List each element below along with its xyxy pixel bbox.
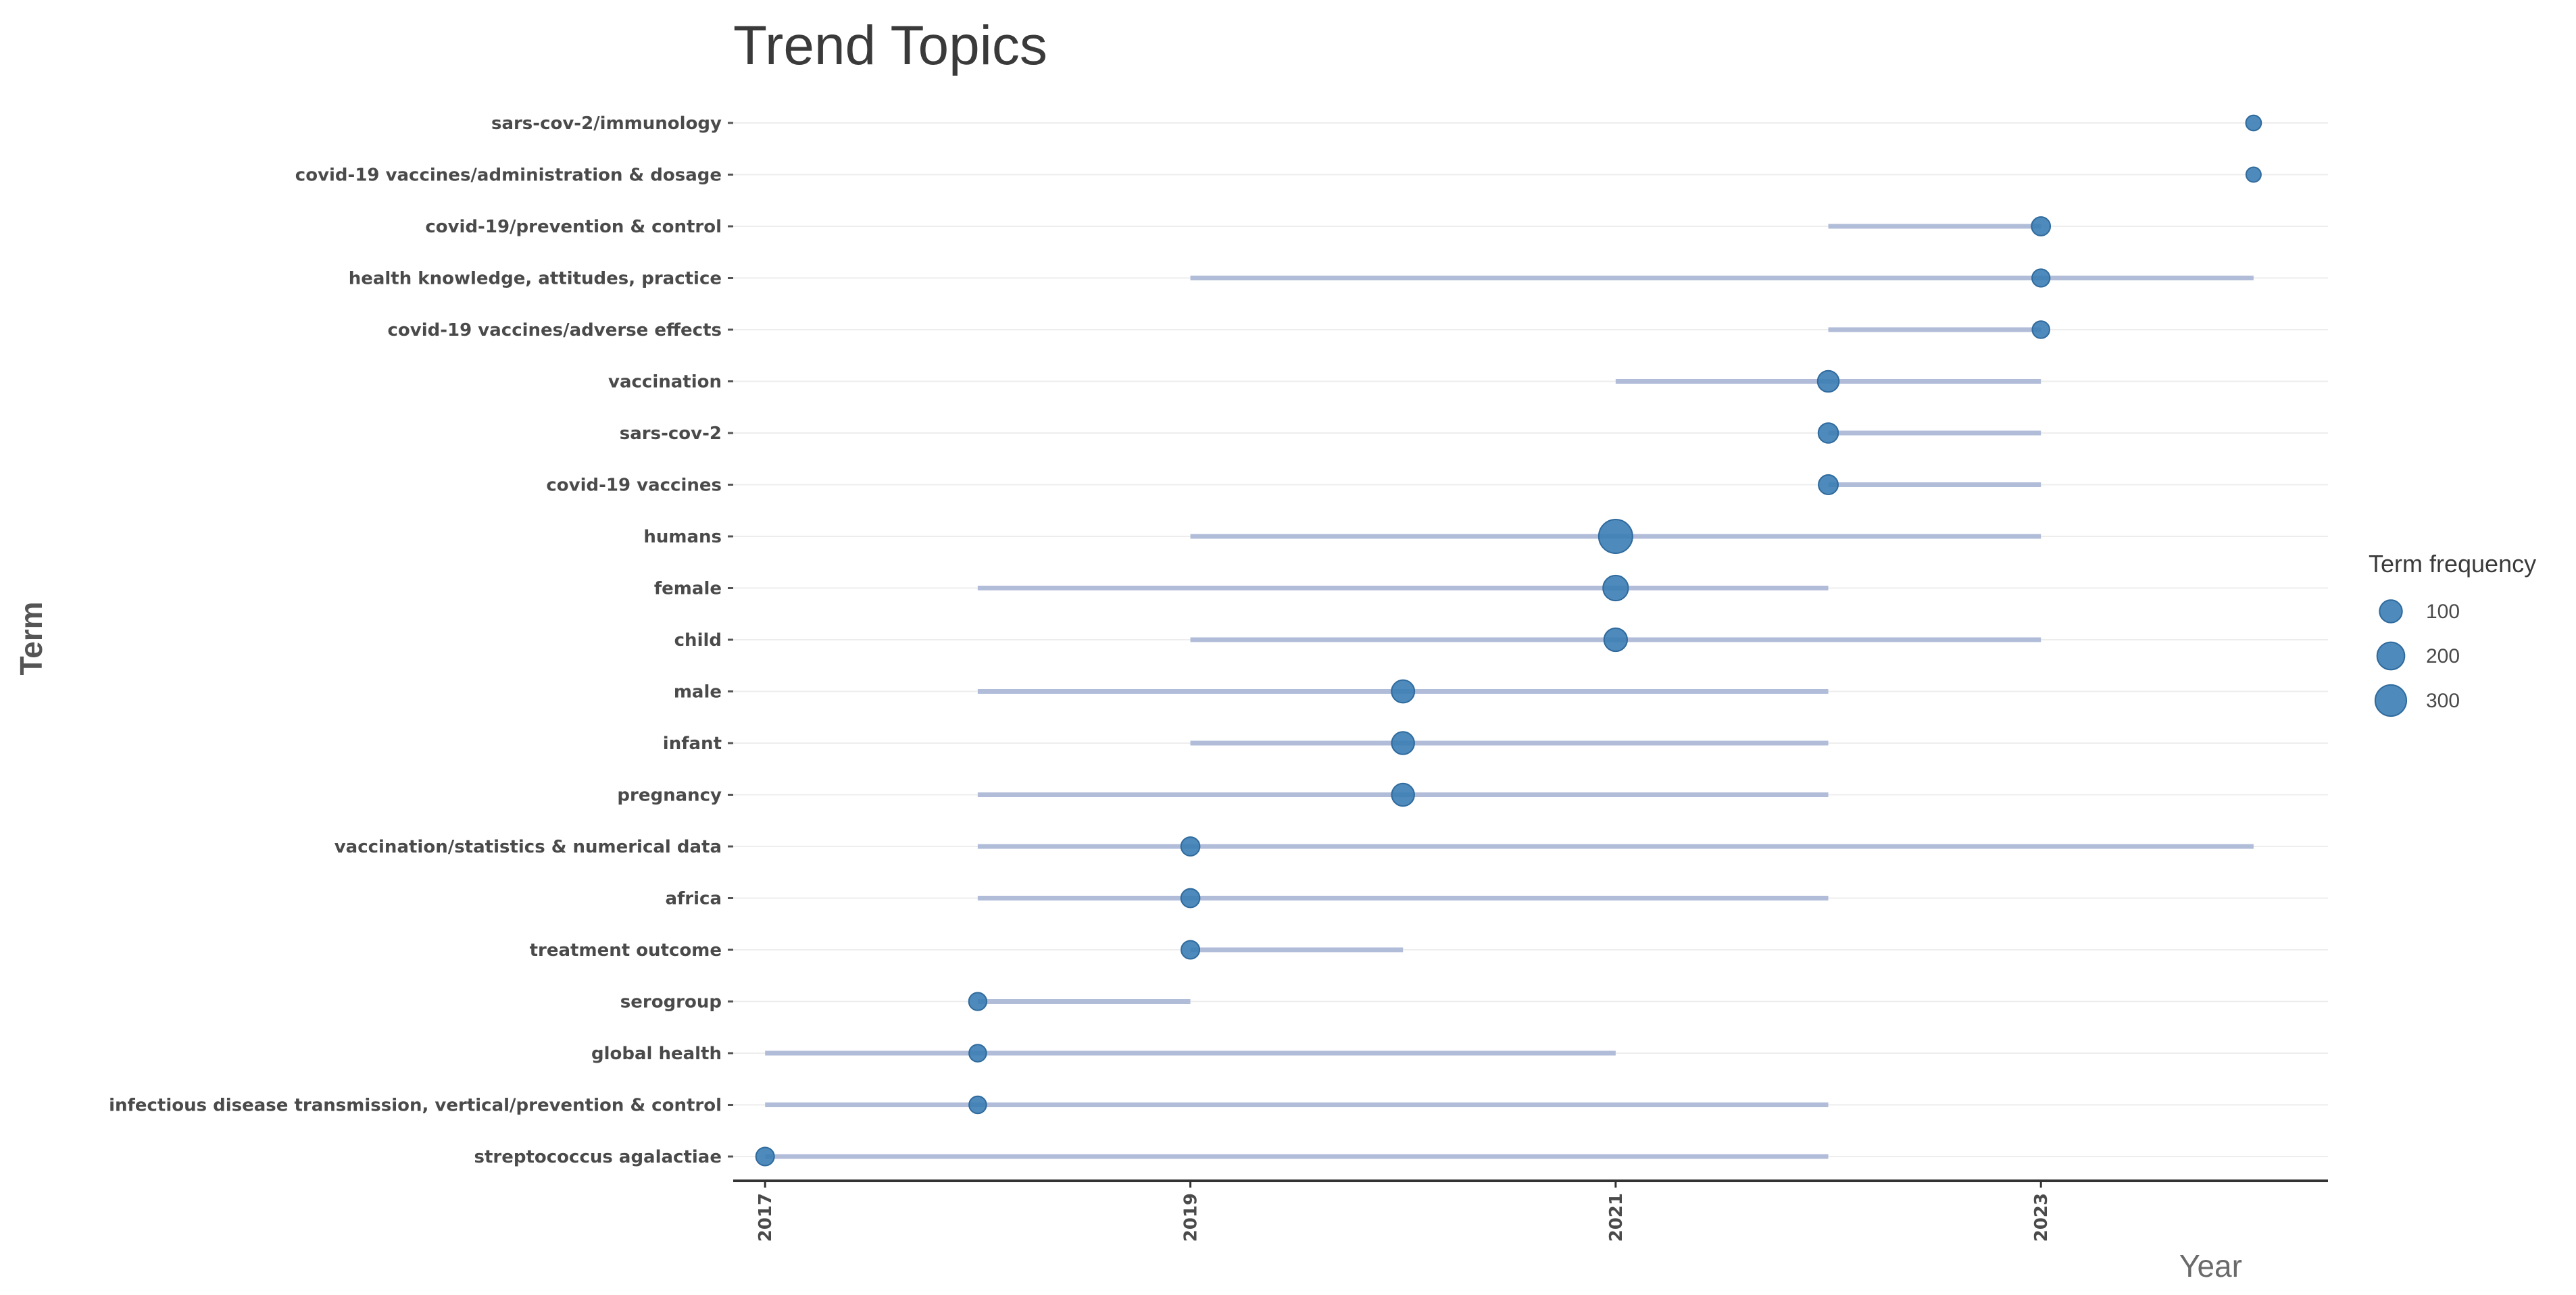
term-label: vaccination/statistics & numerical data [335,837,722,857]
x-tick-label: 2023 [2031,1193,2052,1242]
term-label: covid-19 vaccines [546,476,722,496]
term-point [1391,782,1415,807]
term-label: humans [643,527,722,547]
legend-title: Term frequency [2369,550,2536,578]
term-point [1816,370,1840,393]
term-point [1181,940,1201,960]
term-label: treatment outcome [530,940,722,961]
term-point [968,992,988,1011]
term-point [1180,888,1201,909]
term-label: covid-19 vaccines/administration & dosag… [295,166,722,186]
term-point [1391,679,1416,704]
legend-label: 100 [2426,601,2460,623]
term-point [968,1095,987,1115]
chart-title: Trend Topics [733,15,1047,76]
term-point [2245,166,2262,183]
term-label: covid-19 vaccines/adverse effects [388,320,722,340]
term-point [1603,627,1629,653]
term-point [1818,474,1839,495]
term-label: female [654,579,722,599]
legend-label: 300 [2426,690,2460,712]
term-point [968,1044,987,1063]
legend-swatch [2376,641,2406,671]
term-label: infant [663,734,722,754]
term-point [2031,268,2051,288]
term-label: vaccination [608,372,722,392]
term-label: serogroup [620,992,722,1013]
term-point [1817,422,1839,444]
term-point [1597,519,1633,554]
term-label: health knowledge, attitudes, practice [349,269,722,289]
term-label: streptococcus agalactiae [474,1147,722,1167]
x-axis-ticks: 2017 2019 2021 2023 [756,1181,2052,1242]
legend-label: 200 [2426,645,2460,667]
term-point [2031,320,2050,339]
term-label: sars-cov-2 [620,424,722,444]
term-label: infectious disease transmission, vertica… [109,1096,722,1116]
legend-entries: 100 200 300 [2374,599,2460,717]
term-label: pregnancy [617,786,722,806]
term-label: child [674,630,722,651]
x-tick-label: 2017 [756,1193,776,1242]
x-axis-title: Year [2179,1248,2242,1284]
x-tick-label: 2019 [1181,1193,1202,1242]
term-point [2245,114,2262,132]
term-label: africa [665,889,722,909]
term-point [755,1146,775,1167]
legend-swatch [2379,599,2403,624]
term-point [1391,731,1415,755]
term-points [755,114,2262,1167]
term-label: global health [591,1044,722,1064]
term-point [2031,216,2052,236]
legend: Term frequency 100 200 300 [2369,550,2536,717]
term-label: covid-19/prevention & control [425,217,722,237]
term-labels: sars-cov-2/immunology covid-19 vaccines/a… [109,113,722,1167]
term-label: sars-cov-2/immunology [491,113,722,134]
term-point [1180,836,1201,857]
term-label: male [674,682,722,703]
term-point [1602,574,1629,602]
legend-swatch [2374,684,2408,717]
x-tick-label: 2021 [1606,1193,1627,1242]
y-axis-title: Term [14,601,49,675]
